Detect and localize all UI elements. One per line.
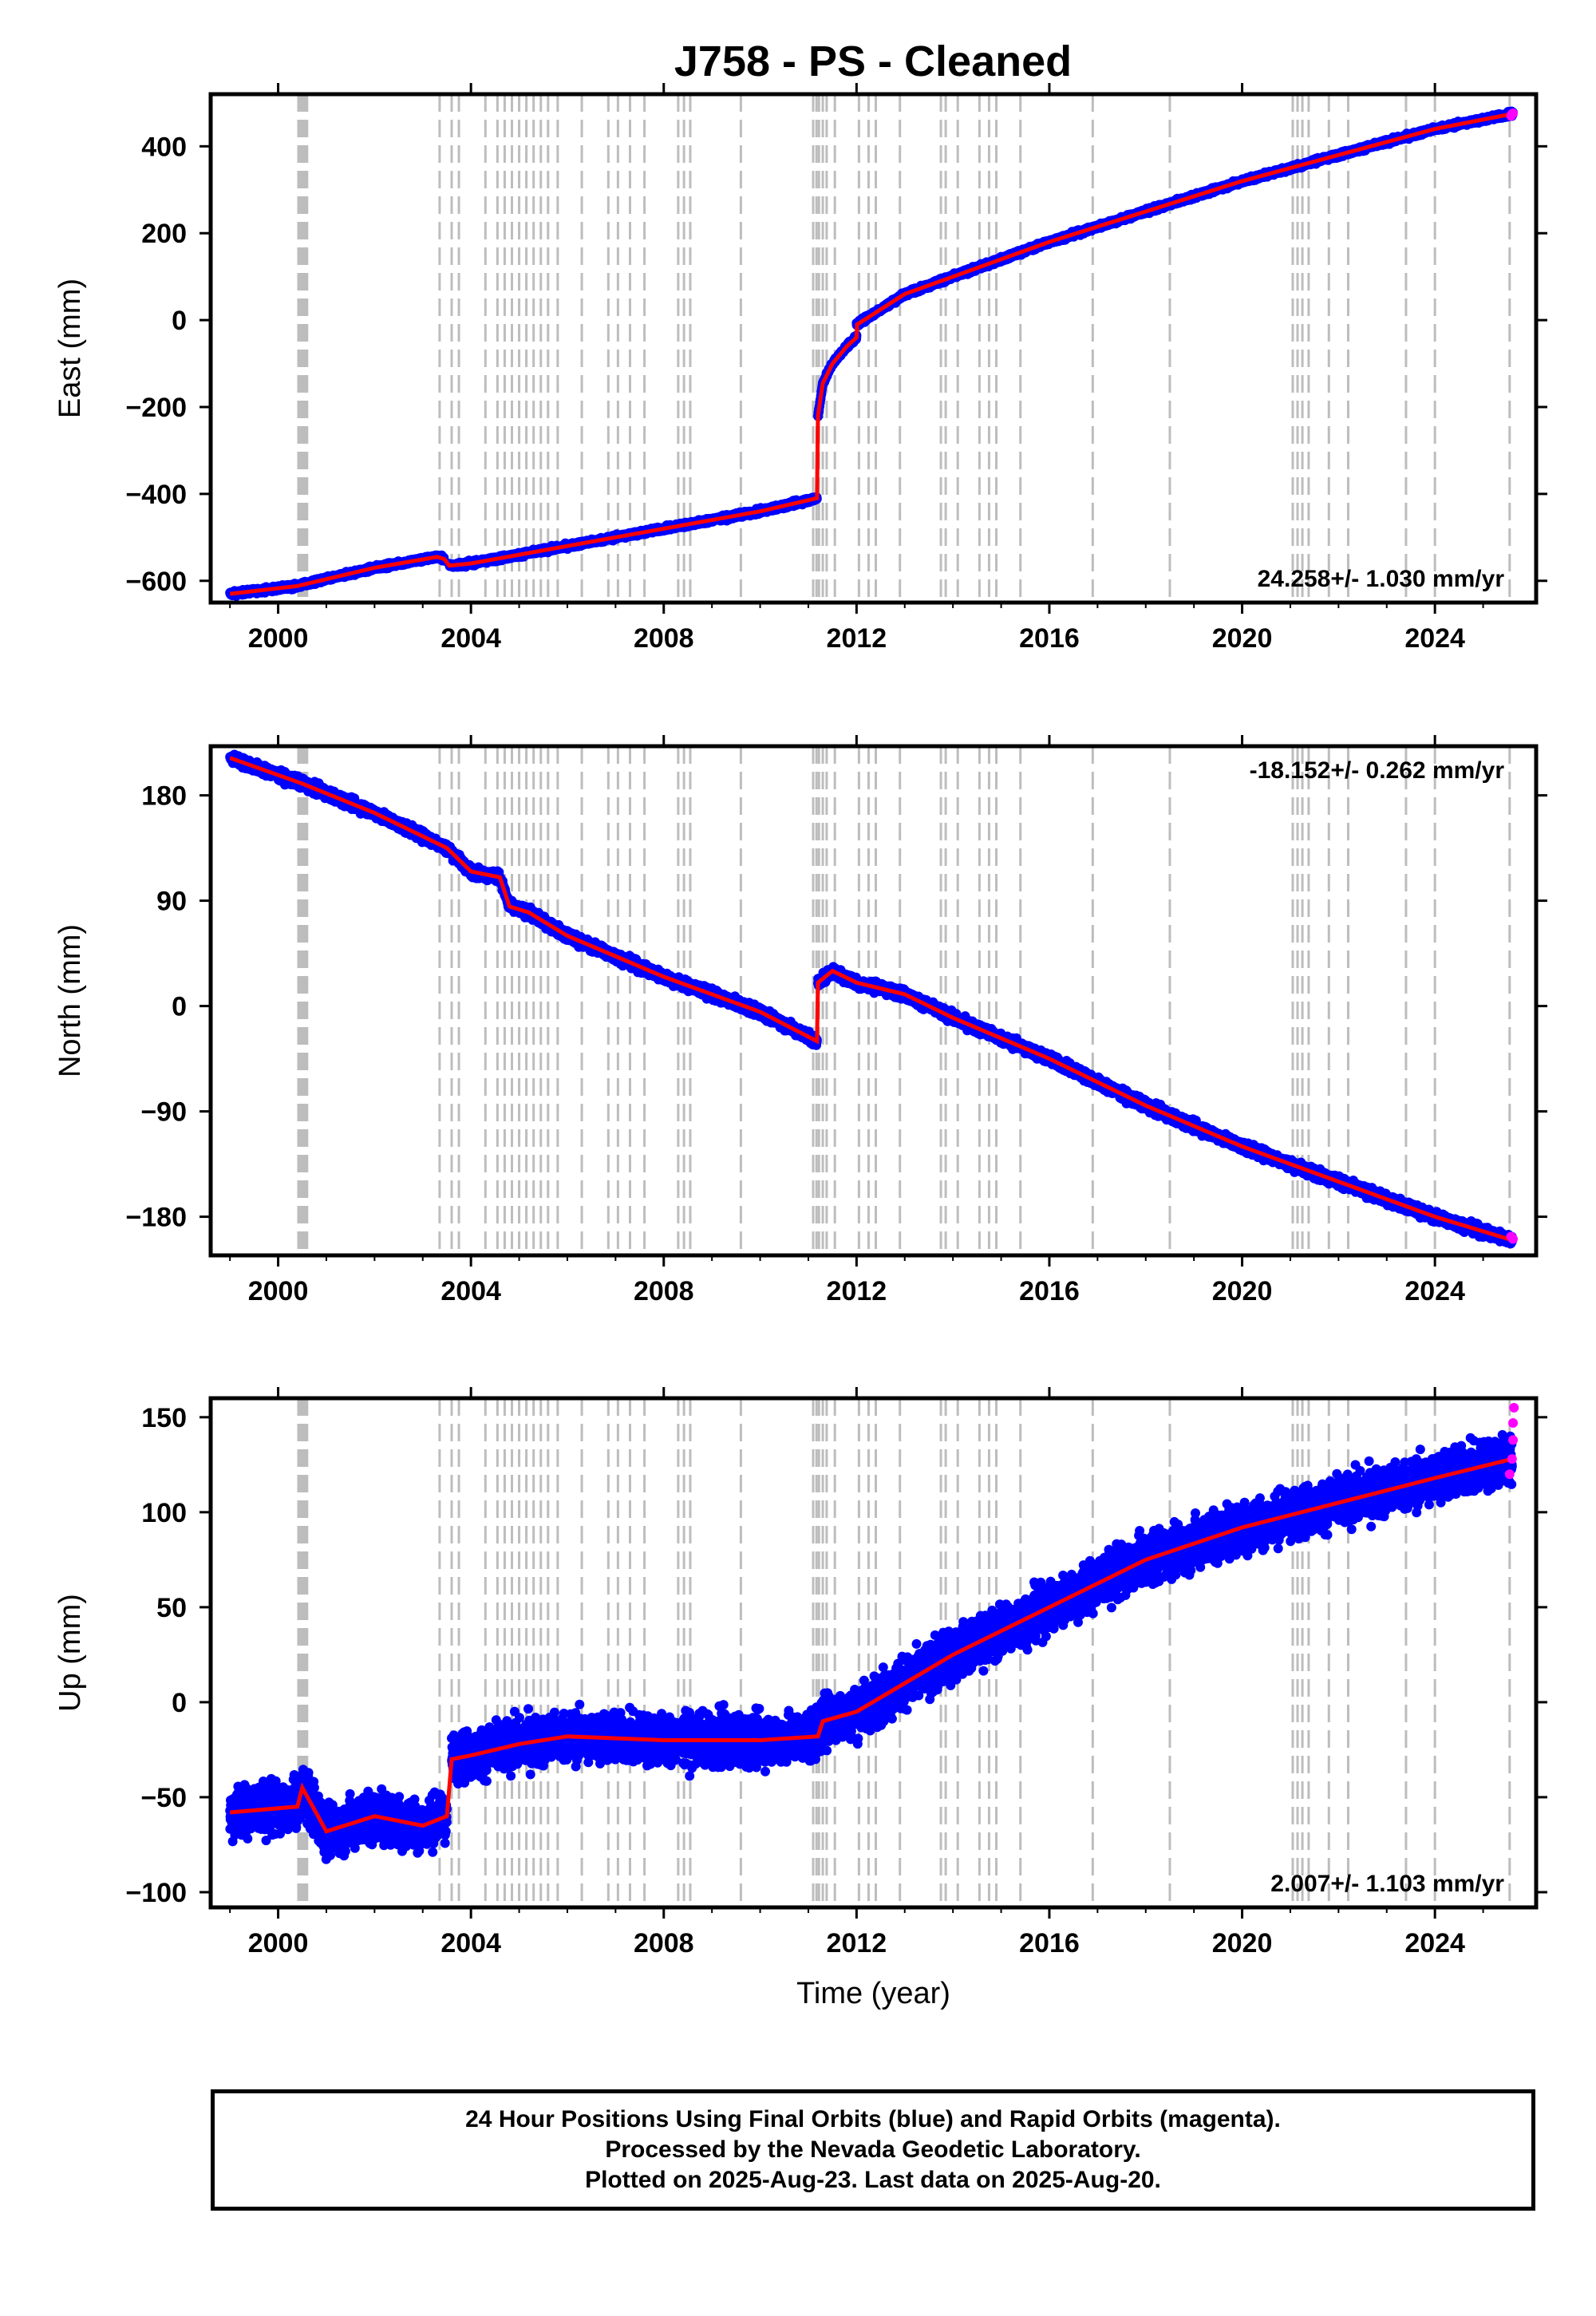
plot-area (225, 94, 1519, 603)
event-lines (297, 94, 1511, 603)
chart-title: J758 - PS - Cleaned (674, 38, 1072, 85)
east-panel: 2000 2004 2008 2012 2016 2020 2024−600−400−200… (53, 83, 1547, 654)
final-orbit-points (225, 106, 1518, 601)
